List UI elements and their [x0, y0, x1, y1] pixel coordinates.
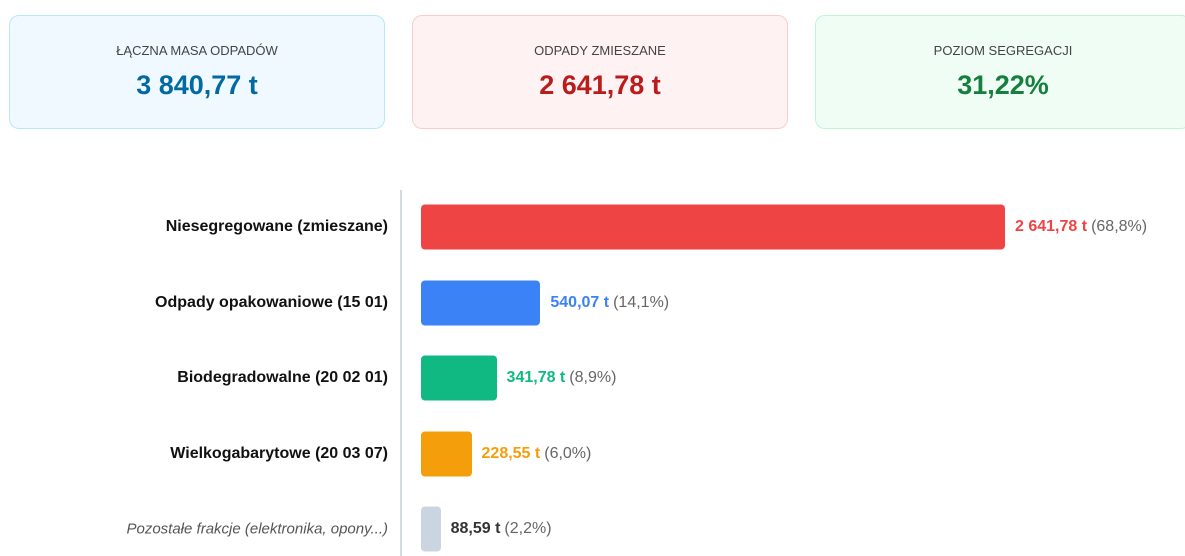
category-label: Niesegregowane (zmieszane) — [165, 218, 388, 235]
kpi-label: ODPADY ZMIESZANE — [534, 43, 666, 58]
value-label-group: 88,59 t (2,2%) — [451, 520, 552, 538]
kpi-card: ODPADY ZMIESZANE 2 641,78 t — [412, 15, 788, 129]
kpi-value: 3 840,77 t — [136, 70, 258, 100]
kpi-label: ŁĄCZNA MASA ODPADÓW — [116, 43, 278, 58]
kpi-value: 31,22% — [957, 70, 1049, 100]
value-label: 228,55 t — [481, 444, 541, 462]
value-label: 540,07 t — [550, 293, 610, 311]
category-label: Wielkogabarytowe (20 03 07) — [170, 444, 388, 462]
value-label: 88,59 t — [450, 520, 501, 537]
category-label: Pozostałe frakcje (elektronika, opony...… — [126, 520, 388, 538]
kpi-card: ŁĄCZNA MASA ODPADÓW 3 840,77 t — [9, 15, 385, 129]
value-label-group: 540,07 t (14,1%) — [550, 294, 669, 312]
bar — [421, 355, 497, 401]
share-label: (2,2%) — [504, 520, 552, 537]
share-label: (8,9%) — [569, 369, 617, 386]
value-label: 341,78 t — [506, 369, 566, 386]
category-label: Odpady opakowaniowe (15 01) — [155, 293, 388, 311]
share-label: (6,0%) — [544, 444, 592, 462]
axis-line — [400, 190, 402, 556]
value-label-group: 228,55 t (6,0%) — [482, 445, 592, 463]
value-label: 2 641,78 t — [1015, 218, 1088, 235]
value-label-group: 2 641,78 t (68,8%) — [1015, 218, 1147, 236]
share-label: (68,8%) — [1091, 218, 1148, 235]
kpi-card: POZIOM SEGREGACJI 31,22% — [815, 15, 1185, 129]
bar — [421, 204, 1005, 250]
value-label-group: 341,78 t (8,9%) — [507, 369, 617, 387]
share-label: (14,1%) — [613, 293, 670, 311]
kpi-label: POZIOM SEGREGACJI — [933, 43, 1073, 58]
bar — [421, 506, 441, 552]
bar — [421, 431, 472, 476]
bar — [421, 280, 541, 325]
category-label: Biodegradowalne (20 02 01) — [177, 369, 388, 386]
kpi-value: 2 641,78 t — [539, 70, 661, 100]
